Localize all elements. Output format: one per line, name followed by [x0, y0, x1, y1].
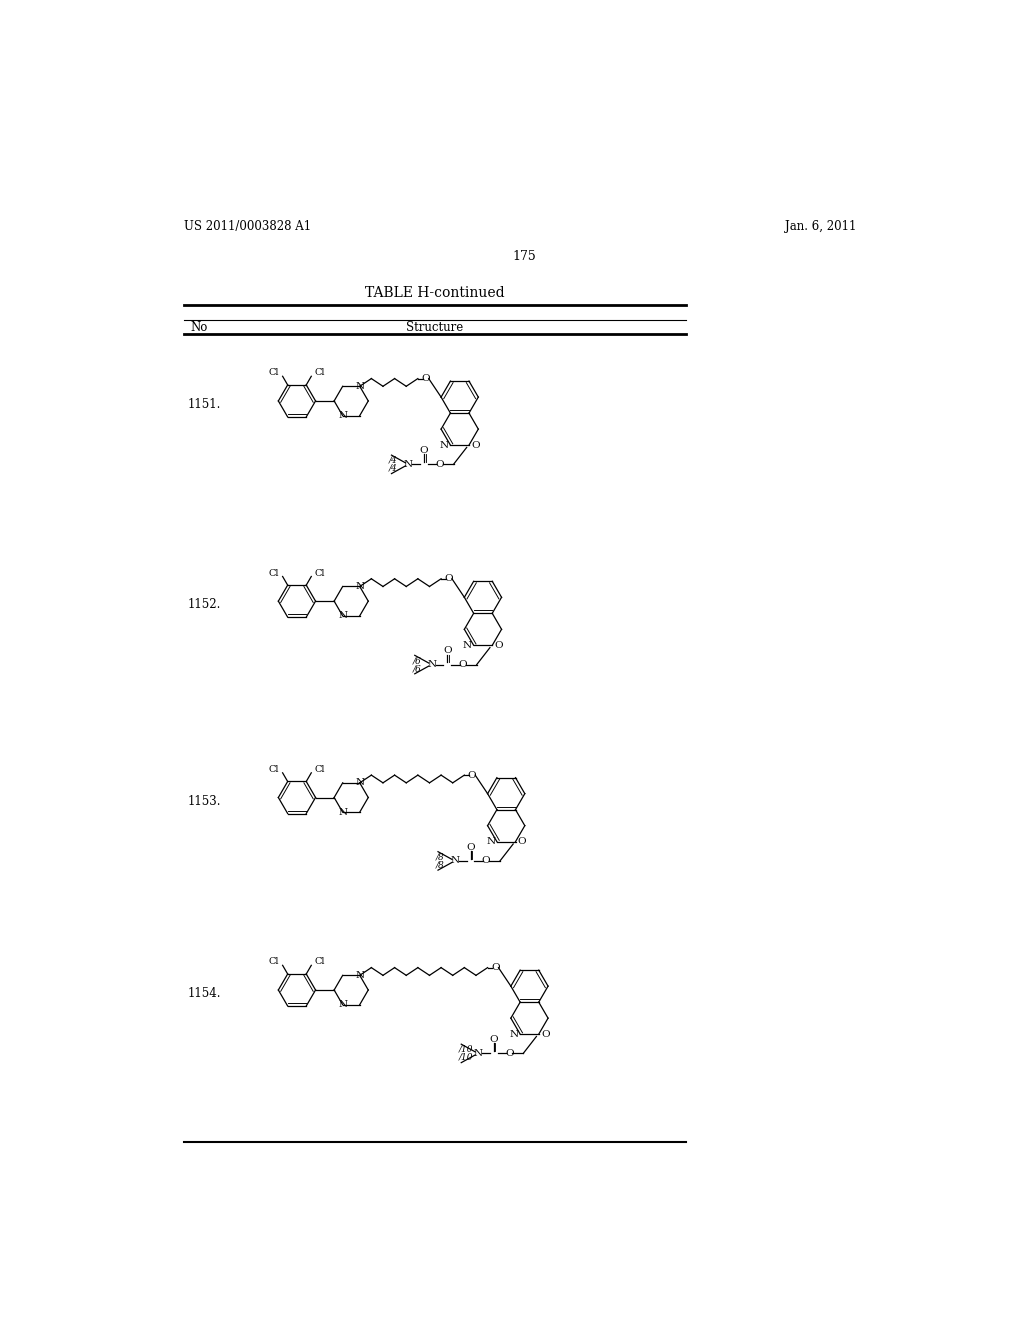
Text: N: N: [338, 611, 347, 620]
Text: O: O: [495, 640, 503, 649]
Text: /10: /10: [459, 1045, 473, 1053]
Text: No: No: [190, 321, 208, 334]
Text: Cl: Cl: [314, 766, 326, 774]
Text: Cl: Cl: [314, 569, 326, 578]
Text: /4: /4: [389, 455, 398, 465]
Text: 1152.: 1152.: [187, 598, 221, 611]
Text: N: N: [427, 660, 436, 669]
Text: O: O: [518, 837, 526, 846]
Text: Jan. 6, 2011: Jan. 6, 2011: [785, 219, 856, 232]
Text: O: O: [481, 857, 490, 866]
Text: Cl: Cl: [314, 368, 326, 378]
Text: /8: /8: [435, 861, 444, 870]
Text: N: N: [404, 459, 413, 469]
Text: 1153.: 1153.: [187, 795, 221, 808]
Text: 1154.: 1154.: [187, 987, 221, 1001]
Text: /6: /6: [413, 664, 421, 673]
Text: TABLE H-continued: TABLE H-continued: [366, 286, 505, 300]
Text: O: O: [420, 446, 428, 455]
Text: N: N: [338, 808, 347, 817]
Text: O: O: [505, 1049, 514, 1057]
Text: N: N: [474, 1049, 483, 1057]
Text: N: N: [355, 779, 365, 787]
Text: O: O: [444, 574, 454, 583]
Text: O: O: [492, 964, 500, 972]
Text: O: O: [443, 647, 452, 655]
Text: N: N: [510, 1030, 518, 1039]
Text: N: N: [338, 411, 347, 420]
Text: N: N: [439, 441, 449, 450]
Text: N: N: [486, 837, 496, 846]
Text: /10: /10: [459, 1053, 473, 1061]
Text: /6: /6: [413, 656, 421, 665]
Text: O: O: [541, 1030, 550, 1039]
Text: O: O: [421, 374, 430, 383]
Text: Cl: Cl: [268, 368, 280, 378]
Text: Structure: Structure: [407, 321, 464, 334]
Text: /4: /4: [389, 463, 398, 473]
Text: N: N: [355, 381, 365, 391]
Text: N: N: [355, 970, 365, 979]
Text: 175: 175: [513, 251, 537, 264]
Text: Cl: Cl: [268, 569, 280, 578]
Text: US 2011/0003828 A1: US 2011/0003828 A1: [183, 219, 311, 232]
Text: N: N: [451, 857, 460, 866]
Text: O: O: [435, 459, 443, 469]
Text: O: O: [471, 441, 480, 450]
Text: Cl: Cl: [268, 766, 280, 774]
Text: O: O: [466, 842, 475, 851]
Text: Cl: Cl: [314, 957, 326, 966]
Text: N: N: [338, 1001, 347, 1010]
Text: N: N: [463, 640, 472, 649]
Text: 1151.: 1151.: [187, 399, 221, 412]
Text: O: O: [489, 1035, 498, 1044]
Text: /8: /8: [435, 853, 444, 862]
Text: N: N: [355, 582, 365, 591]
Text: Cl: Cl: [268, 957, 280, 966]
Text: O: O: [468, 771, 476, 780]
Text: O: O: [459, 660, 467, 669]
